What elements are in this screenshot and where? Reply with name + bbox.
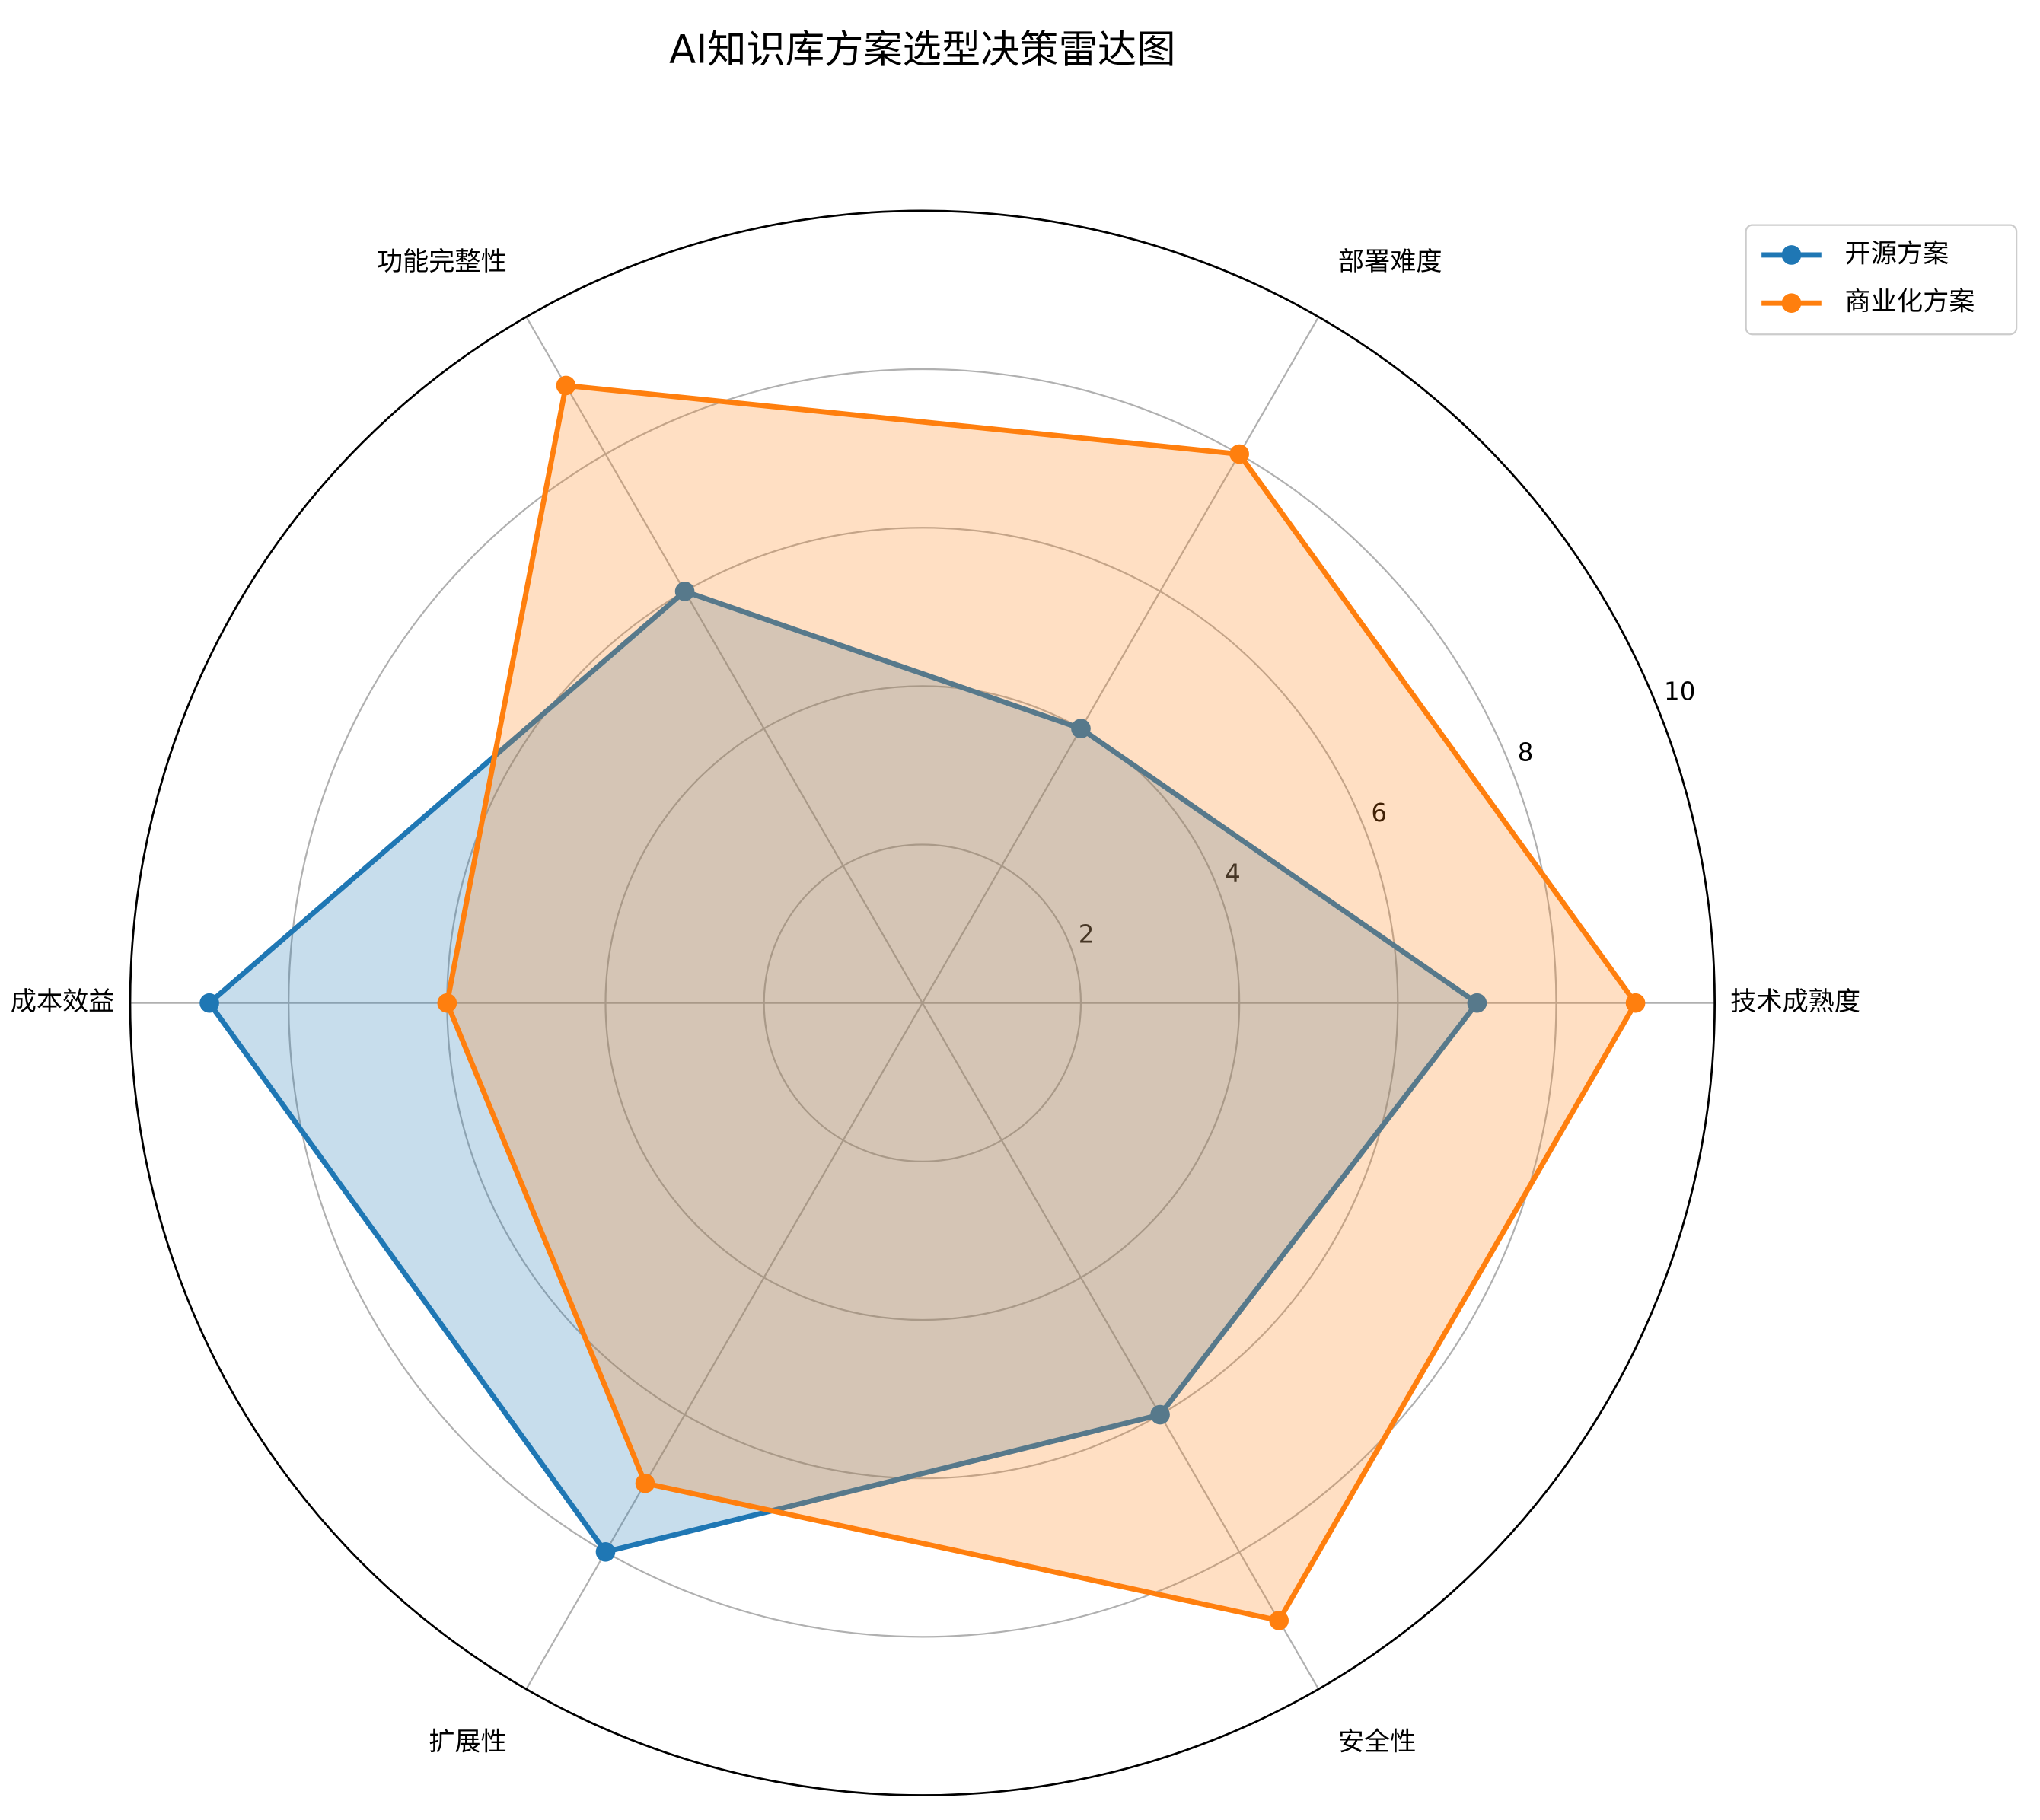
point (437, 993, 457, 1013)
legend-marker (1781, 245, 1802, 265)
spoke (921, 1002, 1320, 1690)
point (1625, 993, 1646, 1013)
point (1150, 1404, 1170, 1425)
point (1071, 719, 1091, 738)
category-label: 安全性 (1338, 1727, 1417, 1758)
point (1229, 444, 1249, 464)
r-tick-label: 10 (1664, 677, 1695, 706)
legend-label: 商业化方案 (1845, 287, 1975, 317)
series-area (209, 591, 1477, 1552)
r-tick-label: 6 (1371, 798, 1387, 827)
point (635, 1473, 655, 1493)
category-label: 部署难度 (1338, 247, 1442, 277)
point (199, 993, 219, 1013)
r-tick-label: 4 (1225, 859, 1241, 888)
category-label: 技术成熟度 (1730, 986, 1860, 1017)
series-area (447, 385, 1636, 1621)
spoke (525, 1002, 923, 1690)
point (1467, 993, 1487, 1013)
legend-label: 开源方案 (1845, 238, 1949, 269)
category-label: 成本效益 (11, 986, 115, 1017)
spine (129, 209, 1716, 1796)
r-tick-label: 2 (1079, 920, 1095, 948)
category-label: 功能完整性 (377, 247, 507, 277)
point (1269, 1611, 1289, 1630)
chart-title: AI知识库方案选型决策雷达图 (669, 27, 1175, 72)
spoke (525, 316, 923, 1004)
r-tick-label: 8 (1518, 738, 1534, 767)
legend-marker (1781, 293, 1802, 314)
point (674, 582, 695, 601)
point (595, 1541, 616, 1562)
category-label: 扩展性 (429, 1727, 507, 1758)
spoke (921, 316, 1320, 1004)
point (556, 375, 576, 396)
